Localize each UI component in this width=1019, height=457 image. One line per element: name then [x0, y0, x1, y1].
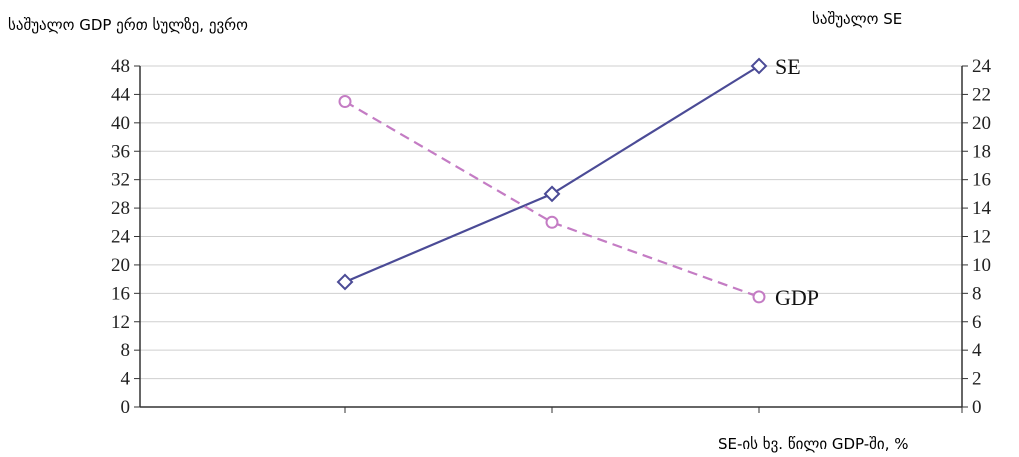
- left-tick-label: 28: [111, 198, 130, 219]
- right-tick-label: 20: [972, 113, 991, 134]
- gdp-series-line: [344, 100, 760, 298]
- left-tick-label: 40: [111, 113, 130, 134]
- left-tick-label: 24: [111, 227, 131, 248]
- x-axis-title: SE-ის ხვ. წილი GDP-ში, %: [718, 435, 909, 453]
- right-tick-label: 8: [972, 283, 982, 304]
- left-tick-label: 8: [121, 340, 131, 361]
- right-tick-label: 16: [972, 170, 991, 191]
- right-tick-label: 10: [972, 255, 991, 276]
- gdp-data-point: [752, 290, 766, 304]
- left-tick-label: 16: [111, 283, 130, 304]
- right-tick-label: 0: [972, 397, 982, 418]
- right-tick-label: 4: [972, 340, 982, 361]
- left-axis-title: საშუალო GDP ერთ სულზე, ევრო: [8, 16, 248, 34]
- right-tick-label: 18: [972, 141, 991, 162]
- left-tick-label: 32: [111, 170, 130, 191]
- right-tick-label: 22: [972, 84, 991, 105]
- right-tick-label: 14: [972, 198, 992, 219]
- right-tick-label: 24: [972, 56, 992, 77]
- left-tick-label: 48: [111, 56, 130, 77]
- axes: [139, 66, 963, 413]
- right-axis-title: საშუალო SE: [812, 10, 902, 28]
- gdp-data-point: [545, 215, 559, 229]
- se-data-point: [543, 185, 561, 203]
- se-data-point: [750, 57, 768, 75]
- se-data-point: [336, 273, 354, 291]
- series-layer: SE GDP: [336, 54, 819, 310]
- left-tick-label: 44: [111, 84, 131, 105]
- gdp-data-point: [338, 95, 352, 109]
- right-tick-label: 2: [972, 369, 982, 390]
- left-tick-label: 36: [111, 141, 130, 162]
- left-tick-label: 4: [121, 369, 131, 390]
- right-tick-label: 12: [972, 227, 991, 248]
- gdp-series-label: GDP: [775, 285, 819, 310]
- se-series-line: [344, 65, 760, 283]
- right-tick-label: 6: [972, 312, 982, 333]
- se-series-label: SE: [775, 54, 801, 79]
- left-tick-label: 20: [111, 255, 130, 276]
- left-tick-label: 12: [111, 312, 130, 333]
- gridlines: [140, 65, 962, 380]
- left-tick-label: 0: [121, 397, 131, 418]
